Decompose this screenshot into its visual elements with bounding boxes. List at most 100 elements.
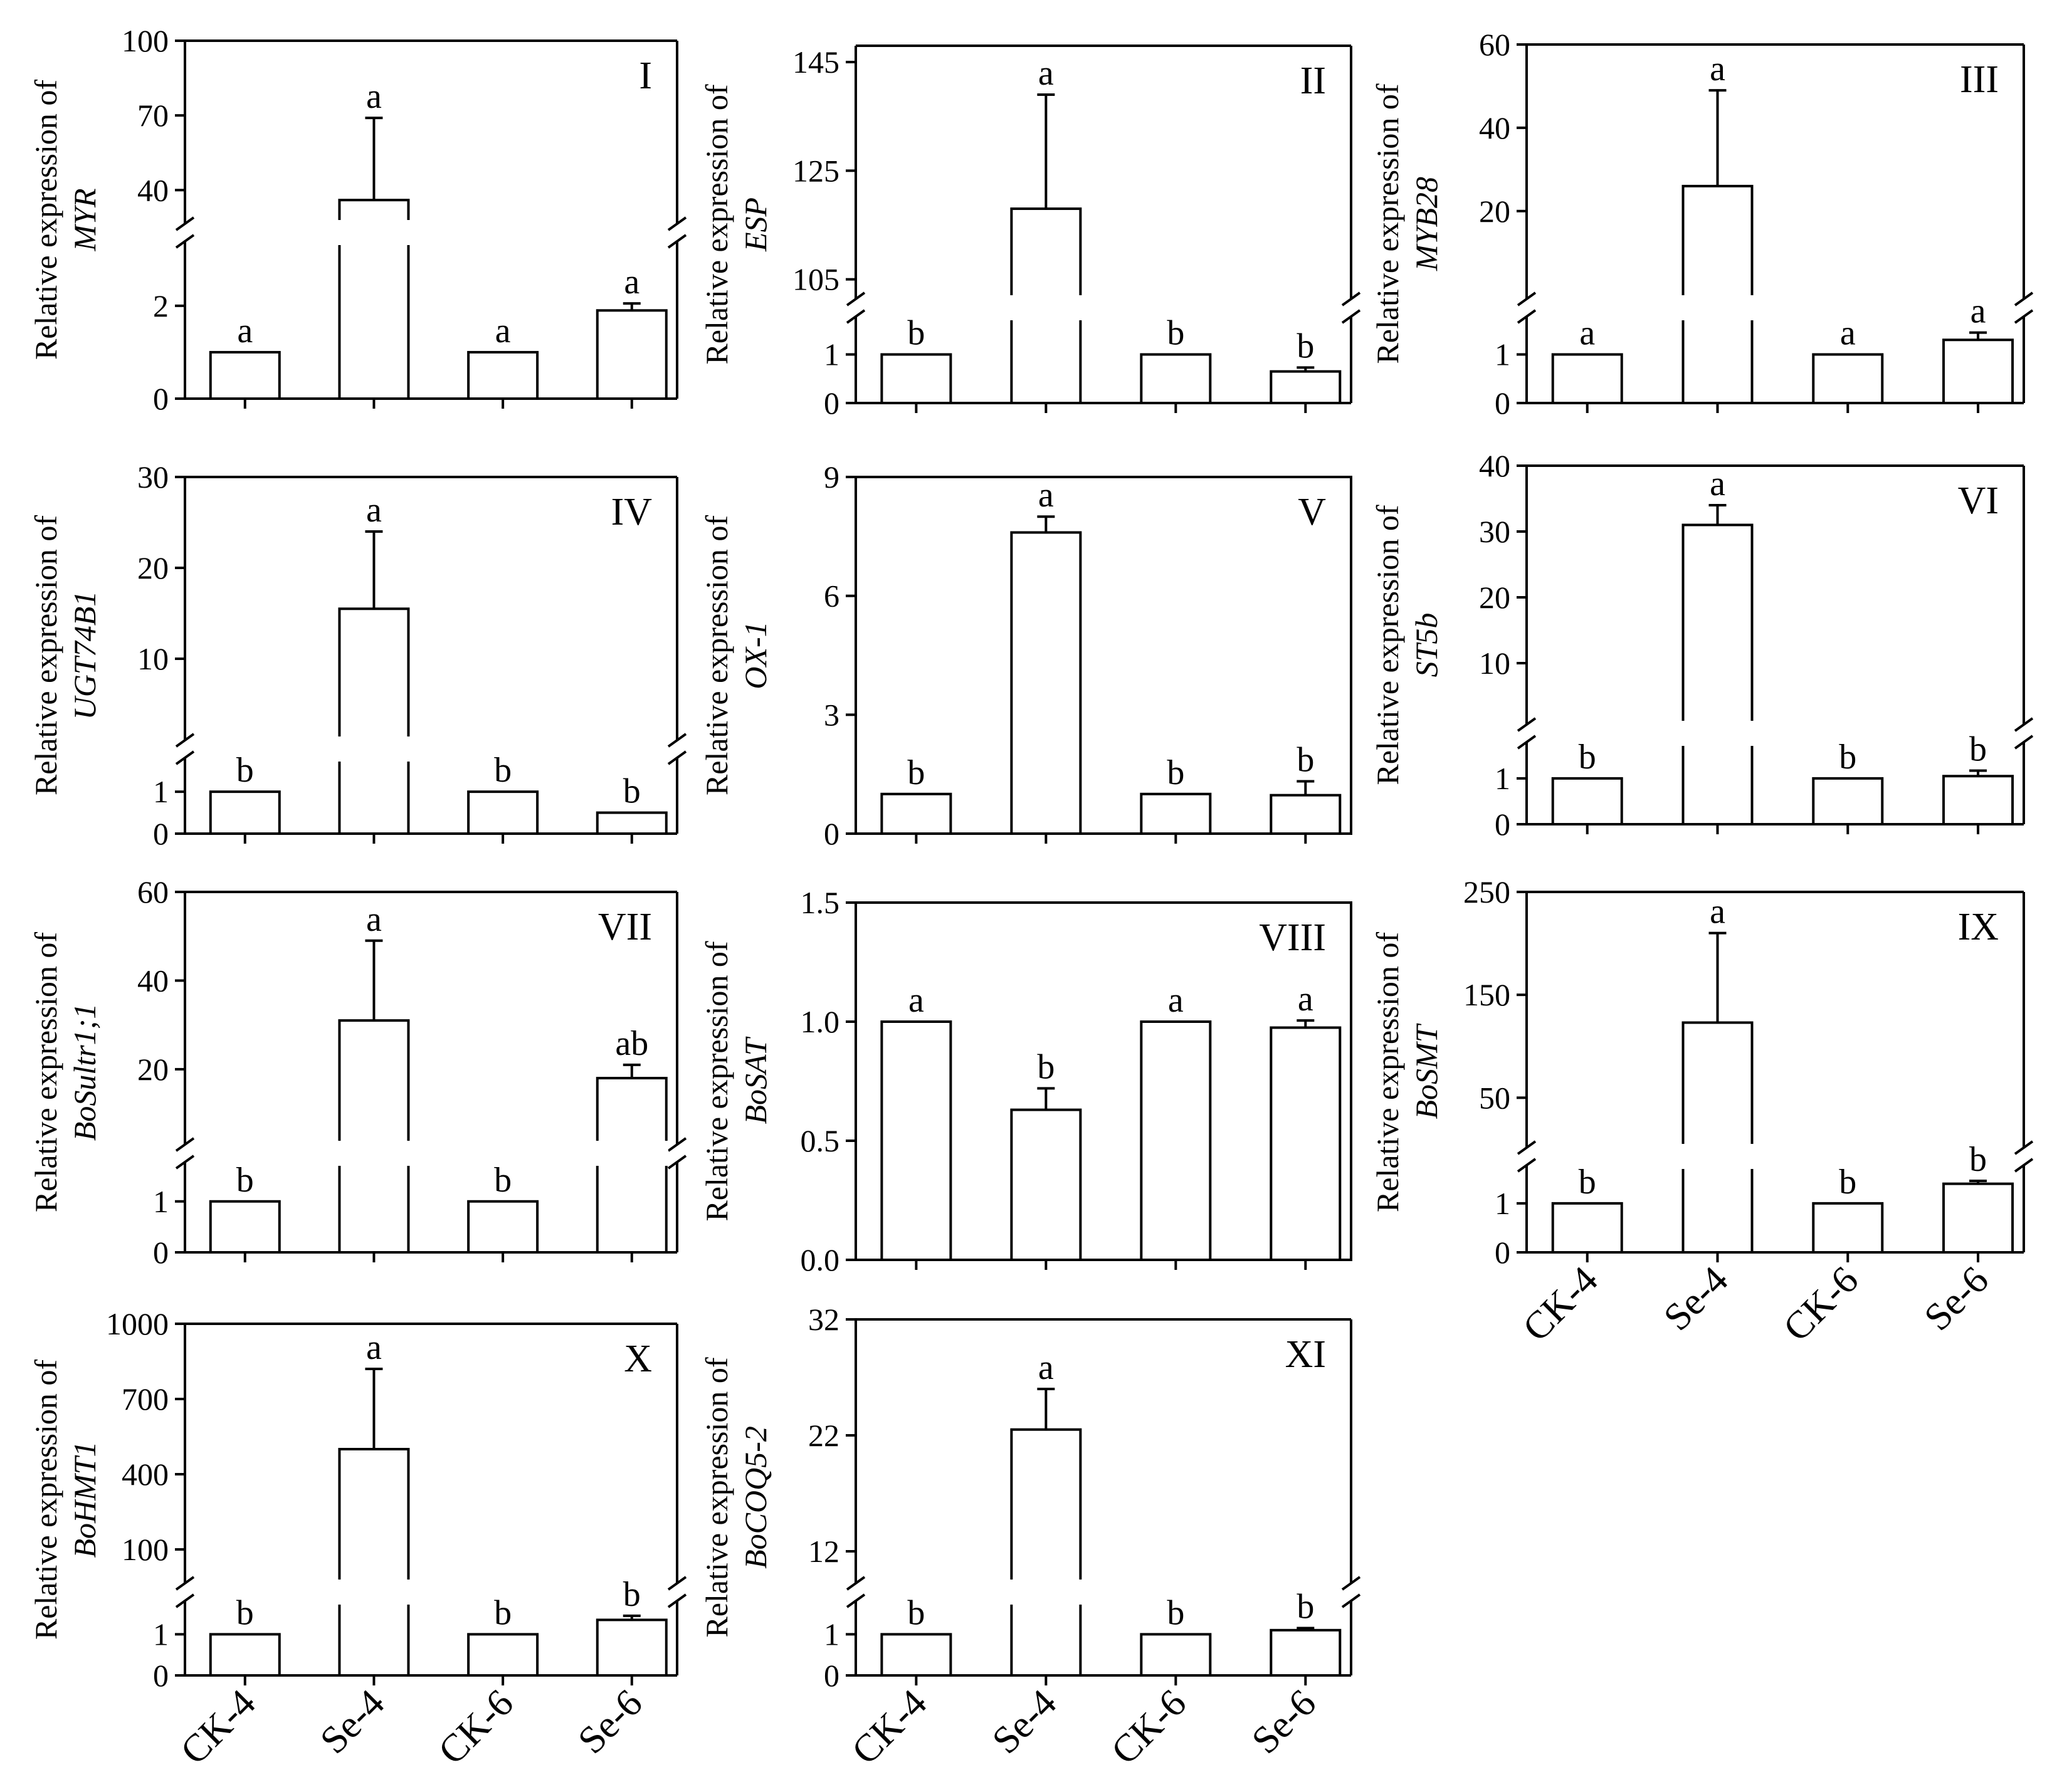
significance-letter: b [494,1593,512,1632]
bar [1942,775,2014,825]
bar [880,353,952,404]
bar [1681,523,1754,825]
y-axis-gene-label: ST5b [1409,613,1444,678]
significance-letter: b [1839,738,1856,777]
y-tick-label: 1 [153,1616,169,1652]
bar-break-gap [595,1141,668,1166]
bar-break-gap [1681,721,1754,746]
y-tick-label: 60 [1479,27,1510,62]
axis-break-mark-right [667,1593,687,1608]
bar [1270,1628,1342,1677]
significance-letter: b [1297,327,1314,365]
x-tick-label: CK-6 [1776,1259,1867,1350]
significance-letter: b [623,772,641,811]
bar-break-gap [1009,1580,1083,1605]
significance-letter: b [1297,1588,1314,1627]
y-tick-label: 100 [122,1532,169,1567]
panel-V: 0 3 6 9 b a b b V Relative expression of OX-1 [699,459,1352,851]
panel-label: VII [598,906,652,948]
bar [1140,1020,1212,1261]
y-tick-label: 700 [122,1381,169,1417]
x-tick-label: CK-6 [431,1682,522,1773]
bar [1270,794,1342,835]
significance-letter: a [1038,54,1054,93]
bar [596,811,668,835]
y-tick-label: 1 [1495,1186,1510,1221]
bar [338,1019,410,1254]
significance-letter: b [907,1593,925,1632]
significance-letter: a [1168,981,1184,1020]
significance-letter: a [908,981,924,1020]
y-tick-label: 40 [137,172,169,207]
y-tick-label: 1 [1495,337,1510,372]
x-category-labels-XI: CK-4 Se-4 CK-6 Se-6 [844,1682,1324,1773]
axis-break-mark-right [2014,1158,2034,1173]
panel-IV: 0 1 10 20 30 b a b b IV Relative expression of UGT7… [28,459,687,851]
x-category-labels-X: CK-4 Se-4 CK-6 Se-6 [172,1682,651,1773]
axis-break-mark-right [667,216,687,231]
axis-break-mark-left [846,291,866,307]
significance-letter: b [907,753,925,792]
y-tick-label: 1000 [106,1306,169,1341]
significance-letter: a [1038,1348,1054,1387]
significance-letter: a [1710,893,1725,931]
significance-letter: b [1297,741,1314,780]
y-axis-label: Relative expression of [1370,83,1405,364]
y-tick-label: 6 [824,579,839,614]
x-tick-label: Se-4 [1656,1259,1736,1339]
y-axis-gene-label: BoHMT1 [67,1441,102,1558]
bar [1010,1108,1082,1261]
y-tick-label: 22 [808,1418,839,1453]
y-tick-label: 0.5 [801,1123,840,1158]
axis-break-mark-left [175,1593,195,1608]
axis-break-mark-left [1517,291,1537,307]
y-tick-label: 20 [137,550,169,585]
y-axis-label: Relative expression of [28,1360,63,1640]
axis-break-mark-left [175,1137,195,1152]
panel-III: 0 1 20 40 60 a a a a III Relative expression of MYB… [1370,27,2034,421]
axis-break-mark-left [1517,1140,1537,1155]
significance-letter: b [236,1161,254,1200]
significance-letter: b [1579,738,1596,777]
axis-break-mark-left [846,1576,866,1591]
bar [467,1200,539,1254]
panel-VI: 0 1 10 20 30 40 b a b b VI Relative expression of ST… [1370,448,2034,842]
panel-label: V [1298,491,1326,533]
y-tick-label: 150 [1463,977,1510,1012]
bar [1812,777,1884,825]
y-tick-label: 400 [122,1457,169,1492]
panel-X: 0 1 100 400 700 1000 b a b b X Relative expression … [28,1306,687,1693]
y-axis-label: Relative expression of [699,941,734,1221]
axis-break-mark-right [2014,309,2034,324]
y-tick-label: 0.0 [801,1242,840,1277]
y-axis-gene-label: BoSMT [1409,1023,1444,1119]
bar [880,1020,952,1261]
significance-letter: a [366,77,382,116]
bar [338,1448,410,1677]
bar [338,607,410,835]
y-tick-label: 50 [1479,1080,1510,1115]
bar [1270,370,1342,404]
bar [1942,1182,2014,1254]
axis-break-mark-left [175,750,195,765]
y-tick-label: 0 [1495,385,1510,421]
significance-letter: b [494,1161,512,1200]
significance-letter: b [1579,1163,1596,1202]
axes-frame [855,476,1352,835]
y-tick-label: 0 [153,381,169,416]
bar [596,309,668,400]
y-axis-gene-label: MYR [67,189,102,252]
y-tick-label: 0 [1495,807,1510,842]
y-tick-label: 0 [824,385,839,421]
bar [1812,1202,1884,1254]
panel-label: III [1960,58,1999,101]
axis-break-mark-left [846,1593,866,1608]
significance-letter: b [1839,1163,1856,1202]
panel-label: IX [1958,906,1999,948]
bar [1010,531,1082,835]
y-tick-label: 40 [1479,110,1510,145]
x-category-labels-IX: CK-4 Se-4 CK-6 Se-6 [1515,1259,1997,1350]
y-tick-label: 105 [792,262,839,297]
axis-break-mark-right [667,750,687,765]
